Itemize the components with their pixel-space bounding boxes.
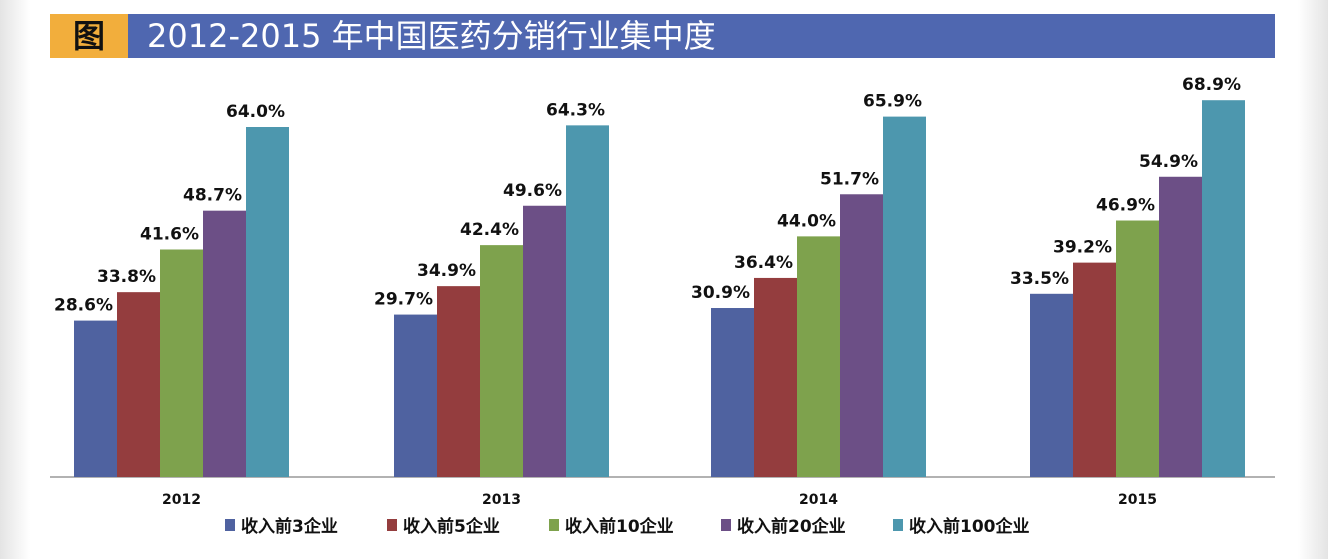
bar-2014-4 — [883, 116, 926, 477]
bar-2015-1 — [1073, 262, 1116, 477]
legend-swatch — [225, 519, 235, 531]
bar-2015-0 — [1030, 293, 1073, 477]
data-label: 54.9% — [1139, 152, 1198, 172]
legend-label: 收入前100企业 — [909, 516, 1030, 537]
figure-header: 图 2012-2015 年中国医药分销行业集中度 — [50, 14, 1275, 58]
bar-2014-3 — [840, 194, 883, 477]
data-label: 30.9% — [691, 283, 750, 303]
data-label: 44.0% — [777, 211, 836, 231]
legend-swatch — [549, 519, 559, 531]
data-label: 29.7% — [374, 290, 433, 310]
bar-2012-3 — [203, 210, 246, 477]
legend-swatch — [721, 519, 731, 531]
bar-2014-2 — [797, 236, 840, 477]
bar-2012-4 — [246, 127, 289, 477]
bar-2015-4 — [1202, 100, 1245, 477]
data-label: 64.3% — [546, 100, 605, 120]
x-tick-label: 2015 — [1118, 492, 1157, 508]
data-label: 34.9% — [417, 261, 476, 281]
x-tick-label: 2014 — [799, 492, 838, 508]
data-label: 51.7% — [820, 169, 879, 189]
bar-2013-3 — [523, 205, 566, 477]
bar-2014-0 — [711, 308, 754, 477]
page-edge-left — [0, 0, 30, 559]
bar-2012-0 — [74, 320, 117, 477]
legend-swatch — [893, 519, 903, 531]
legend-swatch — [387, 519, 397, 531]
figure-tag: 图 — [50, 14, 128, 58]
legend-label: 收入前10企业 — [565, 516, 674, 537]
bar-2012-2 — [160, 249, 203, 477]
data-label: 65.9% — [863, 92, 922, 112]
x-tick-label: 2013 — [482, 492, 521, 508]
bar-2013-2 — [480, 245, 523, 477]
data-label: 33.8% — [97, 267, 156, 287]
data-label: 36.4% — [734, 253, 793, 273]
legend-label: 收入前20企业 — [737, 516, 846, 537]
data-label: 42.4% — [460, 220, 519, 240]
bar-2015-2 — [1116, 220, 1159, 477]
chart-title: 2012-2015 年中国医药分销行业集中度 — [147, 17, 716, 55]
x-tick-label: 2012 — [162, 492, 201, 508]
data-label: 48.7% — [183, 186, 242, 206]
bar-2015-3 — [1159, 176, 1202, 477]
data-label: 28.6% — [54, 296, 113, 316]
bar-2013-0 — [394, 314, 437, 477]
bar-2014-1 — [754, 277, 797, 477]
data-label: 33.5% — [1010, 269, 1069, 289]
data-label: 39.2% — [1053, 238, 1112, 258]
data-label: 46.9% — [1096, 196, 1155, 216]
data-label: 64.0% — [226, 102, 285, 122]
bar-2013-1 — [437, 286, 480, 477]
data-label: 68.9% — [1182, 75, 1241, 95]
legend-label: 收入前3企业 — [241, 516, 338, 537]
legend-label: 收入前5企业 — [403, 516, 500, 537]
data-label: 49.6% — [503, 181, 562, 201]
page-edge-right — [1298, 0, 1328, 559]
bar-2013-4 — [566, 125, 609, 477]
data-label: 41.6% — [140, 225, 199, 245]
bar-2012-1 — [117, 292, 160, 477]
